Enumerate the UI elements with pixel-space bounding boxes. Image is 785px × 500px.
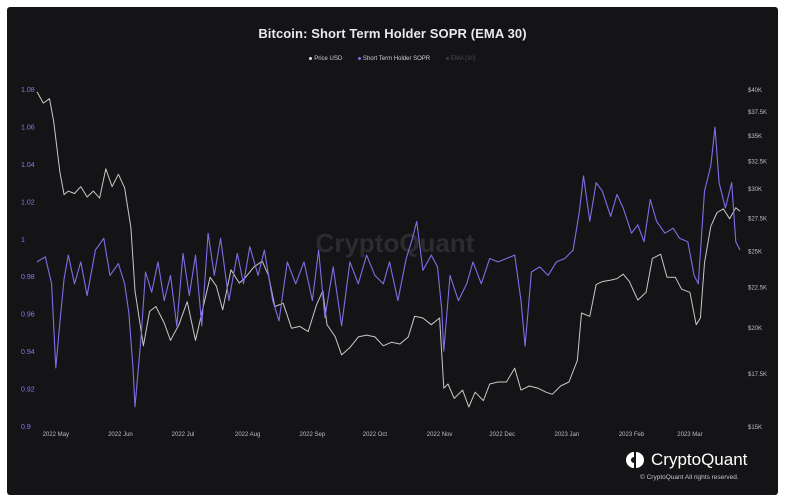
legend-label-price: Price USD xyxy=(314,56,343,62)
x-tick-label: 2022 Oct xyxy=(363,432,388,438)
y-right-tick-label: $25K xyxy=(748,249,762,255)
y-right-tick-label: $40K xyxy=(748,88,762,94)
legend-dot-ema xyxy=(445,56,449,60)
y-left-tick-label: 1 xyxy=(21,237,25,244)
y-right-tick-label: $27.5K xyxy=(748,217,767,223)
chart-title: Bitcoin: Short Term Holder SOPR (EMA 30) xyxy=(258,26,527,41)
x-axis: 2022 May 2022 Jun 2022 Jul 2022 Aug 2022 Sep… xyxy=(43,432,703,438)
y-right-tick-label: $15K xyxy=(748,425,762,431)
y-right-tick-label: $17.5K xyxy=(748,372,767,378)
y-left-tick-label: 0.96 xyxy=(21,312,35,319)
y-left-axis: 0.9 0.92 0.94 0.96 0.98 1 1.02 1.04 1.06 1.08 xyxy=(21,87,35,431)
y-right-tick-label: $20K xyxy=(748,326,762,332)
x-tick-label: 2022 Jul xyxy=(172,432,195,438)
legend-label-sopr: Short Term Holder SOPR xyxy=(362,56,431,62)
legend-label-ema: EMA (30) xyxy=(450,56,476,62)
x-tick-label: 2022 May xyxy=(43,432,69,438)
legend-item-ema[interactable]: EMA (30) xyxy=(445,56,476,62)
x-tick-label: 2023 Feb xyxy=(619,432,645,438)
y-left-tick-label: 0.92 xyxy=(21,387,35,394)
sopr-line xyxy=(36,126,741,408)
legend-dot-price xyxy=(309,56,313,60)
y-left-tick-label: 1.06 xyxy=(21,124,35,131)
y-right-tick-label: $32.5K xyxy=(748,159,767,165)
copyright-text: © CryptoQuant All rights reserved. xyxy=(640,474,739,481)
brand-logo: CryptoQuant xyxy=(625,450,747,470)
x-tick-label: 2022 Nov xyxy=(427,432,453,438)
y-left-tick-label: 1.08 xyxy=(21,87,35,94)
y-right-tick-label: $35K xyxy=(748,134,762,140)
legend-item-sopr[interactable]: Short Term Holder SOPR xyxy=(357,56,431,62)
y-left-tick-label: 0.94 xyxy=(21,349,35,356)
y-left-tick-label: 0.9 xyxy=(21,424,31,431)
watermark: CryptoQuant xyxy=(316,228,475,258)
y-left-tick-label: 1.02 xyxy=(21,199,35,206)
y-right-tick-label: $30K xyxy=(748,187,762,193)
y-right-axis: $15K $17.5K $20K $22.5K $25K $27.5K $30K $32.5K… xyxy=(748,88,767,431)
x-tick-label: 2022 Jun xyxy=(108,432,133,438)
series-lines xyxy=(36,91,741,408)
cryptoquant-logo-icon xyxy=(626,452,644,468)
price-usd-line xyxy=(36,91,741,408)
y-right-tick-label: $37.5K xyxy=(748,110,767,116)
y-left-tick-label: 1.04 xyxy=(21,162,35,169)
x-tick-label: 2022 Dec xyxy=(489,432,515,438)
x-tick-label: 2022 Sep xyxy=(300,432,326,438)
x-tick-label: 2023 Jan xyxy=(555,432,580,438)
chart-card xyxy=(7,7,778,495)
y-left-tick-label: 0.98 xyxy=(21,274,35,281)
legend-dot-sopr xyxy=(357,56,361,60)
x-tick-label: 2022 Aug xyxy=(235,432,260,438)
y-right-tick-label: $22.5K xyxy=(748,286,767,292)
x-tick-label: 2023 Mar xyxy=(677,432,702,438)
legend-item-price[interactable]: Price USD xyxy=(309,56,342,62)
legend: Price USD Short Term Holder SOPR EMA (30… xyxy=(0,56,785,62)
brand-name: CryptoQuant xyxy=(651,450,748,469)
